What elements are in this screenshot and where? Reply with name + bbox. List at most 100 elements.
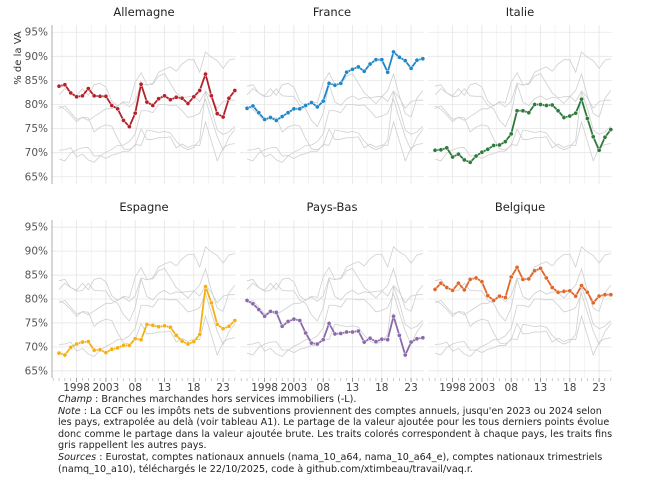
data-point (115, 106, 120, 112)
comparison-line-pays-bas (58, 105, 235, 163)
y-tick-label: 70% (25, 341, 48, 353)
data-point (203, 284, 208, 289)
data-point (367, 335, 373, 341)
panel-belgique: Belgique 1998 2003 08 13 18 23 (428, 200, 614, 392)
data-point (520, 108, 526, 114)
comparison-line-italie (58, 98, 236, 163)
data-point (209, 300, 214, 306)
data-point (479, 279, 485, 285)
data-point (544, 275, 549, 281)
data-point (85, 86, 91, 91)
data-point (503, 139, 508, 144)
data-point (491, 298, 496, 303)
y-tick-label: 90% (25, 246, 48, 258)
data-point (144, 99, 150, 105)
data-point (520, 277, 526, 282)
comparison-line-allemagne (434, 267, 612, 322)
data-point (132, 110, 138, 116)
data-point (596, 293, 602, 299)
data-point (315, 341, 320, 347)
data-point (579, 283, 584, 288)
comparison-line-allemagne (246, 72, 424, 128)
data-point (450, 288, 455, 293)
data-point (367, 61, 373, 67)
data-point (473, 275, 479, 281)
data-point (56, 83, 62, 89)
data-point (473, 153, 479, 159)
data-point (262, 117, 267, 122)
data-point (485, 146, 491, 152)
data-point (402, 352, 408, 358)
data-point (197, 88, 203, 93)
data-point (173, 333, 179, 338)
x-tick-label: 08 (317, 382, 330, 392)
comparison-line-belgique (58, 71, 235, 110)
data-point (68, 90, 74, 96)
data-point (350, 329, 355, 335)
x-tick-label: 1998 (439, 382, 466, 392)
data-point (109, 103, 115, 108)
x-tick-label: 2003 (469, 382, 496, 392)
panel-pays-bas: Pays-Bas 1998 2003 08 13 18 23 (240, 200, 426, 392)
data-point (291, 316, 297, 322)
y-tick-label: 65% (25, 171, 48, 183)
data-point (297, 318, 303, 323)
panel-italie: Italie (428, 5, 614, 184)
x-tick-label: 2003 (281, 382, 308, 392)
data-point (361, 339, 367, 345)
y-tick-label: 65% (25, 365, 48, 377)
comparison-line-italie (246, 292, 424, 357)
data-point (185, 341, 191, 347)
comparison-line-france (58, 246, 235, 316)
data-point (467, 159, 473, 165)
data-point (544, 103, 549, 108)
data-point (303, 330, 308, 336)
data-point (56, 350, 62, 356)
data-point (503, 295, 508, 300)
data-point (244, 106, 250, 111)
comparison-line-france (246, 246, 423, 316)
x-tick-label: 23 (216, 382, 229, 392)
comparison-line-espagne (434, 91, 612, 162)
data-point (273, 310, 279, 315)
data-point (80, 339, 85, 345)
panel-title: Pays-Bas (307, 200, 358, 214)
data-point (150, 103, 156, 108)
data-point (115, 345, 120, 351)
data-point (438, 147, 444, 153)
comparison-line-pays-bas (246, 105, 423, 163)
data-point (538, 266, 543, 271)
x-tick-label: 1998 (63, 382, 90, 392)
x-tick-label: 13 (158, 382, 171, 392)
data-point (555, 108, 561, 114)
data-point (168, 324, 173, 330)
data-point (179, 95, 185, 101)
data-point (432, 147, 438, 153)
data-point (338, 331, 344, 336)
data-point (549, 102, 555, 108)
data-point (555, 289, 561, 295)
data-point (320, 98, 326, 104)
data-point (391, 49, 396, 55)
data-point (585, 116, 590, 121)
data-point (109, 346, 115, 352)
methodology-note: Note : La CCF ou les impôts nets de subv… (58, 405, 613, 452)
data-point (497, 293, 502, 299)
data-point (173, 94, 179, 100)
x-tick-label: 18 (375, 382, 388, 392)
data-point (579, 96, 584, 102)
data-point (232, 88, 238, 93)
data-point (127, 343, 132, 348)
data-point (549, 285, 555, 290)
data-point (132, 336, 138, 342)
comparison-line-italie (246, 98, 424, 163)
data-point (168, 97, 173, 103)
data-point (408, 66, 414, 71)
data-point (590, 300, 596, 306)
sources-note: Sources : Eurostat, comptes nationaux an… (58, 451, 603, 475)
data-point (420, 335, 426, 341)
comparison-line-belgique (434, 71, 611, 110)
data-point (97, 347, 103, 353)
data-point (444, 145, 450, 151)
data-point (461, 287, 467, 293)
